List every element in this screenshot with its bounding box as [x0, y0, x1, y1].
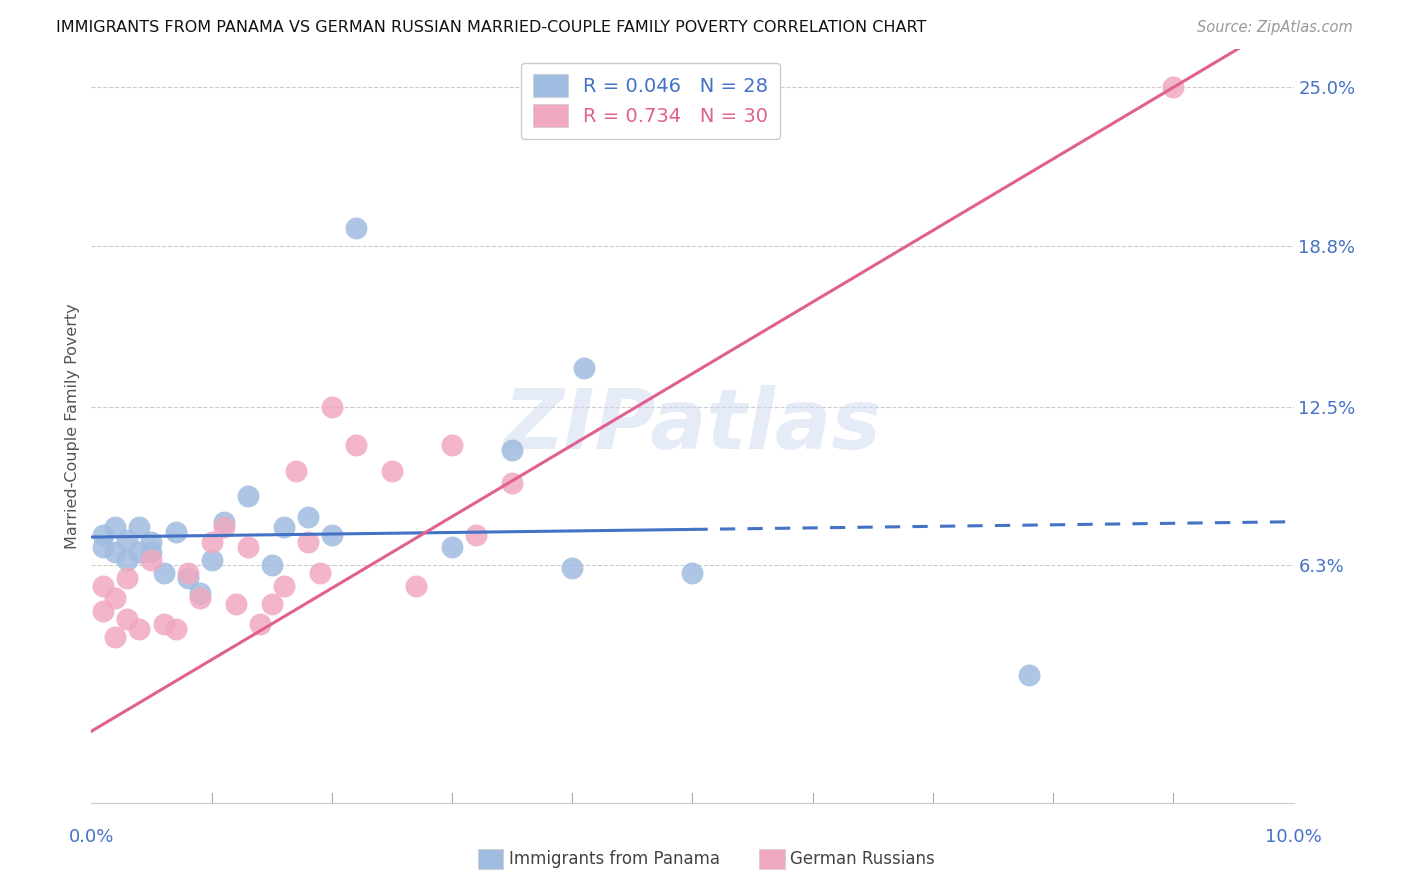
Point [141, 535, 163, 549]
Point [273, 520, 295, 534]
Point [128, 520, 150, 534]
Point [201, 553, 224, 567]
Point [574, 361, 596, 376]
Point [188, 591, 211, 606]
Point [165, 622, 187, 636]
Point [381, 464, 404, 478]
Point [260, 597, 283, 611]
Point [236, 541, 259, 555]
Point [321, 527, 343, 541]
Point [104, 630, 127, 644]
Point [117, 533, 139, 547]
Point [297, 509, 319, 524]
Point [284, 464, 307, 478]
Point [141, 545, 163, 559]
Point [344, 221, 367, 235]
Text: German Russians: German Russians [790, 850, 935, 868]
Point [405, 579, 427, 593]
Point [212, 515, 235, 529]
Point [465, 527, 488, 541]
Point [344, 438, 367, 452]
Point [297, 535, 319, 549]
Text: 10.0%: 10.0% [1265, 828, 1322, 846]
Point [249, 616, 271, 631]
Text: ZIPatlas: ZIPatlas [503, 385, 882, 467]
Legend: R = 0.046   N = 28, R = 0.734   N = 30: R = 0.046 N = 28, R = 0.734 N = 30 [522, 62, 780, 138]
Point [165, 524, 187, 539]
Point [104, 520, 127, 534]
Point [236, 489, 259, 503]
Point [273, 579, 295, 593]
Point [93, 541, 115, 555]
Point [308, 566, 330, 580]
Point [561, 560, 583, 574]
Y-axis label: Married-Couple Family Poverty: Married-Couple Family Poverty [65, 303, 80, 549]
Point [93, 527, 115, 541]
Point [1161, 80, 1184, 95]
Point [681, 566, 703, 580]
Text: IMMIGRANTS FROM PANAMA VS GERMAN RUSSIAN MARRIED-COUPLE FAMILY POVERTY CORRELATI: IMMIGRANTS FROM PANAMA VS GERMAN RUSSIAN… [56, 20, 927, 35]
Point [128, 622, 150, 636]
Text: 0.0%: 0.0% [69, 828, 114, 846]
Text: Immigrants from Panama: Immigrants from Panama [509, 850, 720, 868]
Point [117, 553, 139, 567]
Point [93, 579, 115, 593]
Point [501, 443, 523, 458]
Point [321, 400, 343, 414]
Point [201, 535, 224, 549]
Point [440, 541, 463, 555]
Text: Source: ZipAtlas.com: Source: ZipAtlas.com [1197, 20, 1353, 35]
Point [225, 597, 247, 611]
Point [440, 438, 463, 452]
Point [104, 545, 127, 559]
Point [104, 591, 127, 606]
Point [260, 558, 283, 573]
Point [152, 616, 174, 631]
Point [188, 586, 211, 600]
Point [501, 476, 523, 491]
Point [212, 520, 235, 534]
Point [176, 571, 198, 585]
Point [128, 545, 150, 559]
Point [93, 604, 115, 618]
Point [176, 566, 198, 580]
Point [1018, 668, 1040, 682]
Point [141, 553, 163, 567]
Point [117, 571, 139, 585]
Point [152, 566, 174, 580]
Point [117, 612, 139, 626]
